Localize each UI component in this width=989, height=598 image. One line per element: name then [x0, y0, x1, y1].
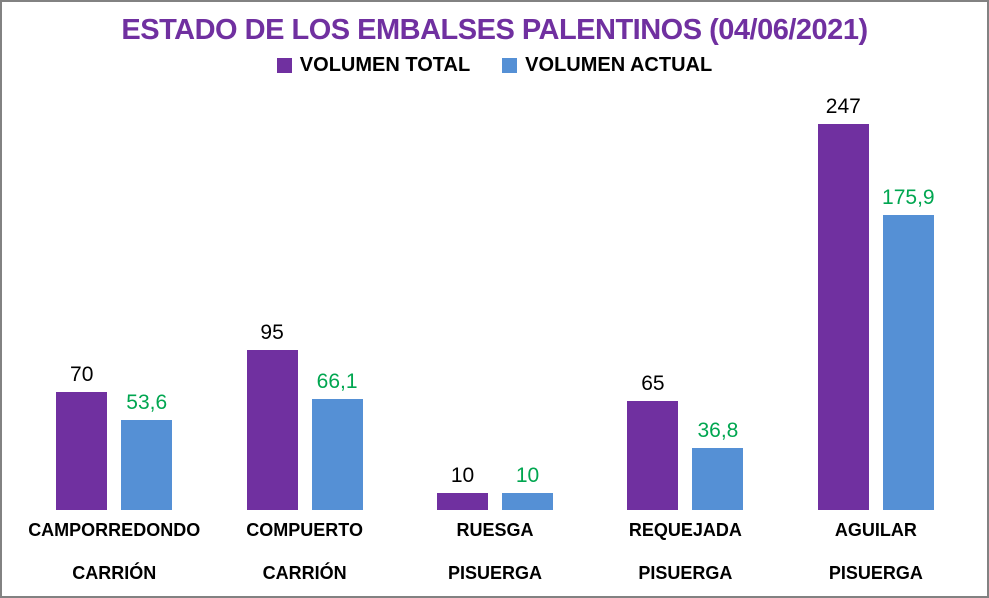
- bar-volumen-total: [817, 124, 869, 510]
- bar-volumen-actual: [311, 398, 363, 510]
- legend-item-volumen-total: VOLUMEN TOTAL: [276, 53, 471, 77]
- bar-volumen-actual: [502, 493, 554, 510]
- legend-label-actual: VOLUMEN ACTUAL: [525, 53, 713, 76]
- chart-title: ESTADO DE LOS EMBALSES PALENTINOS (04/06…: [121, 14, 868, 46]
- value-label: 247: [825, 95, 861, 118]
- category-label-group: CAMPORREDONDO CARRIÓN: [19, 519, 209, 584]
- bar-group: 247 175,9: [781, 95, 971, 510]
- category-label-group: RUESGA PISUERGA: [400, 519, 590, 584]
- category-name: AGUILAR: [834, 520, 917, 540]
- bar-cell: 66,1: [311, 95, 363, 510]
- category-name: REQUEJADA: [628, 520, 742, 540]
- legend-swatch-total: [276, 57, 292, 73]
- bar-group: 70 53,6: [19, 95, 209, 510]
- bar-volumen-total: [56, 392, 108, 510]
- value-label: 10: [515, 464, 540, 488]
- category-sublabel: PISUERGA: [448, 563, 543, 583]
- value-label: 53,6: [126, 390, 168, 414]
- category-label-group: COMPUERTO CARRIÓN: [209, 519, 399, 584]
- category-name: RUESGA: [456, 520, 534, 540]
- bar-cell: 70: [56, 95, 108, 510]
- bar-volumen-total: [246, 350, 298, 510]
- category-label-group: REQUEJADA PISUERGA: [590, 519, 780, 584]
- value-label: 10: [450, 464, 475, 488]
- bar-cell: 175,9: [882, 95, 935, 510]
- bar-cell: 53,6: [121, 95, 173, 510]
- value-label: 95: [260, 321, 284, 345]
- legend-item-volumen-actual: VOLUMEN ACTUAL: [502, 54, 712, 77]
- bar-group: 95 66,1: [209, 95, 399, 510]
- legend-swatch-actual: [502, 57, 518, 73]
- bar-volumen-actual: [882, 214, 934, 510]
- bar-group: 65 36,8: [590, 95, 780, 510]
- bar-cell: 10: [437, 95, 489, 510]
- bar-cell: 65: [627, 95, 679, 510]
- category-axis: CAMPORREDONDO CARRIÓN COMPUERTO CARRIÓN RUES…: [19, 519, 971, 584]
- value-label: 70: [70, 363, 94, 387]
- bar-volumen-actual: [121, 419, 173, 510]
- bar-volumen-total: [437, 493, 489, 510]
- category-sublabel: CARRIÓN: [72, 563, 157, 583]
- category-name: CAMPORREDONDO: [28, 520, 201, 540]
- bar-volumen-actual: [692, 448, 744, 510]
- plot-area: 70 53,6 95 66,1 10 10 65 36,8 247 175,9: [19, 95, 971, 510]
- bar-cell: 95: [246, 95, 298, 510]
- category-sublabel: PISUERGA: [638, 563, 733, 583]
- value-label: 36,8: [697, 419, 739, 443]
- category-label-group: AGUILAR PISUERGA: [781, 519, 971, 584]
- value-label: 66,1: [316, 369, 358, 393]
- bar-group: 10 10: [400, 95, 590, 510]
- category-name: COMPUERTO: [246, 520, 363, 540]
- bar-cell: 247: [817, 95, 869, 510]
- category-sublabel: CARRIÓN: [262, 563, 347, 583]
- legend-label-total: VOLUMEN TOTAL: [299, 53, 471, 76]
- value-label: 175,9: [882, 185, 935, 209]
- bar-volumen-total: [627, 400, 679, 510]
- bar-cell: 10: [502, 95, 554, 510]
- legend: VOLUMEN TOTAL VOLUMEN ACTUAL: [2, 52, 987, 78]
- value-label: 65: [641, 371, 665, 395]
- category-sublabel: PISUERGA: [828, 563, 923, 583]
- bar-cell: 36,8: [692, 95, 744, 510]
